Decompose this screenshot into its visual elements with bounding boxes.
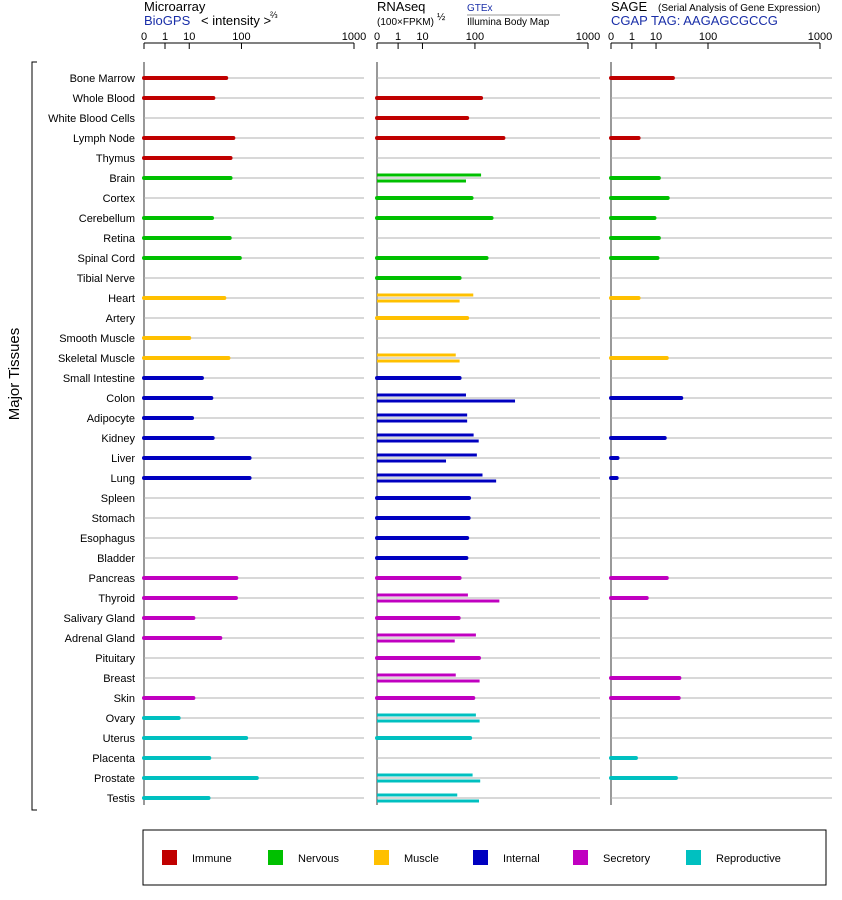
tissue-label: Artery [106, 313, 136, 325]
tissue-label: Ovary [106, 713, 136, 725]
axis-tick-label: 10 [416, 31, 428, 43]
legend-swatch [374, 850, 389, 865]
tissue-label: Salivary Gland [63, 613, 135, 625]
panel-sage: 0 1 10 100 1000 [608, 31, 832, 805]
panel-subtitle: (Serial Analysis of Gene Expression) [658, 3, 820, 14]
axis-tick-label: 10 [650, 31, 662, 43]
tissue-label: Esophagus [80, 533, 136, 545]
header-sage: SAGE (Serial Analysis of Gene Expression)… [611, 0, 820, 28]
legend-label: Immune [192, 853, 232, 865]
tissue-label: Pancreas [89, 573, 136, 585]
legend-label: Reproductive [716, 853, 781, 865]
panel-source-a: GTEx [467, 3, 493, 14]
panel-units: < intensity > [201, 13, 271, 28]
tissue-label: Skeletal Muscle [58, 353, 135, 365]
panel-microarray: 0 1 10 100 1000 [141, 31, 366, 805]
tissue-label: Kidney [101, 433, 135, 445]
tissue-label: Colon [106, 393, 135, 405]
legend-swatch [473, 850, 488, 865]
panel-units-exponent: ⅔ [270, 10, 278, 20]
panel-title: RNAseq [377, 0, 425, 14]
tissue-label: Adipocyte [87, 413, 135, 425]
axis-tick-label: 0 [608, 31, 614, 43]
tissue-label: Testis [107, 793, 136, 805]
legend-label: Internal [503, 853, 540, 865]
legend-label: Nervous [298, 853, 339, 865]
panel-title: SAGE [611, 0, 647, 14]
panel-rnaseq: 0 1 10 100 1000 [374, 31, 600, 805]
panel-title: Microarray [144, 0, 206, 14]
legend-swatch [162, 850, 177, 865]
tissue-label: Retina [103, 233, 136, 245]
axis-tick-label: 1 [629, 31, 635, 43]
tissue-label: Cortex [103, 193, 136, 205]
axis-tick-label: 100 [466, 31, 484, 43]
header-rnaseq: RNAseq (100×FPKM) ½ GTEx Illumina Body Map [377, 0, 560, 28]
axis-tick-label: 1000 [576, 31, 600, 43]
tissue-label: Spleen [101, 493, 135, 505]
tissue-label: Thymus [96, 153, 136, 165]
axis-tick-label: 100 [699, 31, 717, 43]
y-axis-label: Major Tissues [6, 328, 23, 421]
tissue-label: Skin [114, 693, 135, 705]
tissue-label: Brain [109, 173, 135, 185]
tissue-label: Bladder [97, 553, 135, 565]
tissue-label: Breast [103, 673, 135, 685]
tissue-label: Pituitary [95, 653, 135, 665]
tissue-label: Bone Marrow [70, 73, 135, 85]
tissue-label: White Blood Cells [48, 113, 135, 125]
group-bracket [31, 61, 37, 811]
tissue-label: Prostate [94, 773, 135, 785]
tissue-label: Adrenal Gland [65, 633, 135, 645]
axis-tick-label: 0 [141, 31, 147, 43]
panel-source: BioGPS [144, 13, 191, 28]
tissue-label: Whole Blood [73, 93, 135, 105]
tissue-label: Lymph Node [73, 133, 135, 145]
tissue-label: Thyroid [98, 593, 135, 605]
legend-label: Secretory [603, 853, 651, 865]
tissue-label: Small Intestine [63, 373, 135, 385]
axis-tick-label: 1 [395, 31, 401, 43]
axis-tick-label: 10 [183, 31, 195, 43]
legend-swatch [573, 850, 588, 865]
tissue-rows: Bone Marrow Whole Blood White Blood Cells L… [6, 61, 136, 811]
legend-swatch [268, 850, 283, 865]
tissue-label: Spinal Cord [78, 253, 135, 265]
legend-label: Muscle [404, 853, 439, 865]
tissue-label: Cerebellum [79, 213, 135, 225]
axis-tick-label: 1000 [808, 31, 832, 43]
axis-tick-label: 1 [162, 31, 168, 43]
panel-units: (100×FPKM) [377, 17, 434, 28]
tissue-label: Lung [111, 473, 135, 485]
tissue-label: Heart [108, 293, 135, 305]
tissue-label: Placenta [92, 753, 136, 765]
tissue-label: Uterus [103, 733, 136, 745]
axis-tick-label: 1000 [342, 31, 366, 43]
panel-source: CGAP TAG: AAGAGCGCCG [611, 13, 778, 28]
tissue-label: Smooth Muscle [59, 333, 135, 345]
axis-tick-label: 100 [232, 31, 250, 43]
panel-units-exponent: ½ [437, 12, 446, 23]
tissue-label: Liver [111, 453, 135, 465]
chart-panels: 0 1 10 100 1000 0 1 10 100 1000 0 1 10 100 1000 Microar… [141, 0, 832, 805]
legend: Immune Nervous Muscle Internal Secretory Repr… [142, 829, 827, 886]
tissue-label: Stomach [92, 513, 135, 525]
axis-tick-label: 0 [374, 31, 380, 43]
panel-source-b: Illumina Body Map [467, 17, 550, 28]
tissue-label: Tibial Nerve [77, 273, 135, 285]
legend-swatch [686, 850, 701, 865]
